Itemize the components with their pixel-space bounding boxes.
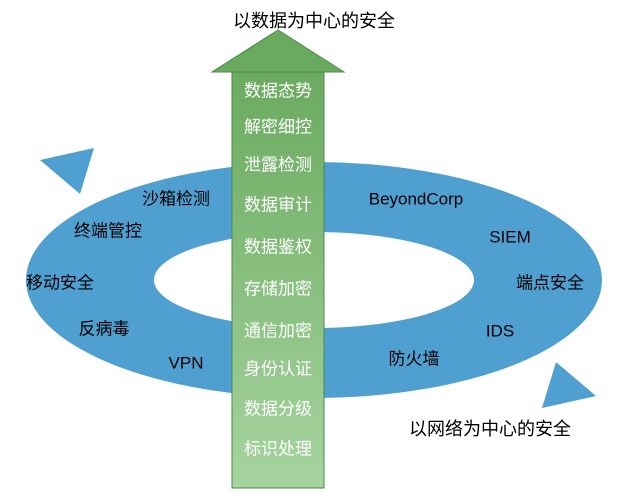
arrow-head-icon (212, 30, 344, 72)
ring-item-2: 终端管控 (74, 221, 142, 240)
title-bottom: 以网络为中心的安全 (409, 419, 571, 439)
ring-arrow-left-icon (40, 148, 94, 194)
ring-item-8: VPN (169, 353, 204, 372)
spine-item-1: 解密细控 (244, 117, 312, 136)
spine-item-2: 泄露检测 (244, 155, 312, 174)
title-top: 以数据为中心的安全 (233, 11, 395, 31)
ring-item-1: BeyondCorp (369, 189, 464, 208)
spine-item-8: 数据分级 (244, 399, 312, 418)
spine-item-4: 数据鉴权 (244, 237, 312, 256)
spine-item-7: 身份认证 (244, 359, 312, 378)
ring-item-4: 移动安全 (26, 273, 94, 292)
ring-arrow-right-icon (542, 362, 596, 408)
ring-item-7: IDS (486, 321, 514, 340)
ring-item-0: 沙箱检测 (142, 189, 210, 208)
spine-item-3: 数据审计 (244, 195, 312, 214)
ring-item-3: SIEM (489, 227, 531, 246)
spine-item-6: 通信加密 (244, 321, 312, 340)
spine-item-5: 存储加密 (244, 279, 312, 298)
ring-item-6: 反病毒 (79, 319, 130, 338)
spine-item-0: 数据态势 (244, 81, 312, 100)
ring-item-9: 防火墙 (389, 349, 440, 368)
ring-item-5: 端点安全 (516, 273, 584, 292)
spine-item-9: 标识处理 (244, 439, 312, 458)
